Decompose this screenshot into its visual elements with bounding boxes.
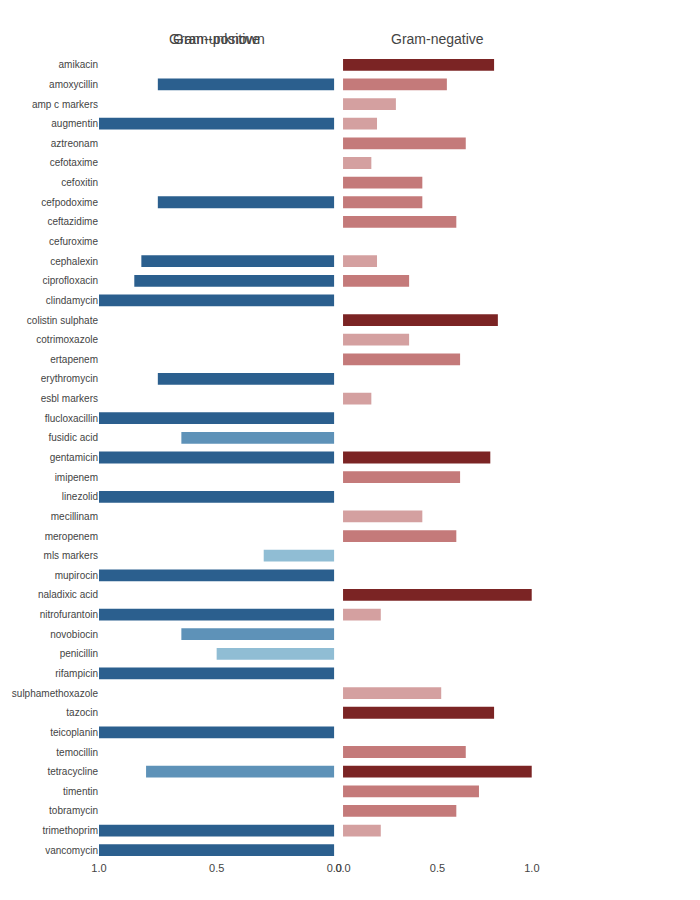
svg-text:tazocin: tazocin — [66, 707, 98, 718]
svg-text:mls markers: mls markers — [44, 550, 98, 561]
svg-text:amoxycillin: amoxycillin — [49, 79, 98, 90]
svg-text:cefoxitin: cefoxitin — [61, 177, 98, 188]
svg-text:0.0: 0.0 — [327, 862, 342, 874]
svg-text:ceftazidime: ceftazidime — [47, 216, 98, 227]
svg-text:ertapenem: ertapenem — [50, 354, 98, 365]
svg-text:mupirocin: mupirocin — [55, 570, 98, 581]
svg-text:erythromycin: erythromycin — [41, 373, 98, 384]
svg-text:cephalexin: cephalexin — [50, 256, 98, 267]
svg-text:colistin sulphate: colistin sulphate — [27, 315, 99, 326]
svg-text:flucloxacillin: flucloxacillin — [45, 413, 98, 424]
svg-text:0.5: 0.5 — [430, 862, 445, 874]
svg-text:aztreonam: aztreonam — [51, 138, 98, 149]
svg-text:augmentin: augmentin — [51, 118, 98, 129]
svg-text:temocillin: temocillin — [56, 747, 98, 758]
svg-text:sulphamethoxazole: sulphamethoxazole — [12, 688, 99, 699]
svg-text:Gram-negative: Gram-negative — [391, 31, 484, 47]
svg-text:0.5: 0.5 — [209, 862, 224, 874]
svg-text:fusidic acid: fusidic acid — [49, 432, 98, 443]
svg-text:amp c markers: amp c markers — [32, 99, 98, 110]
svg-text:mecillinam: mecillinam — [51, 511, 98, 522]
svg-text:0.0: 0.0 — [335, 862, 350, 874]
svg-text:meropenem: meropenem — [45, 531, 98, 542]
svg-text:novobiocin: novobiocin — [50, 629, 98, 640]
svg-text:1.0: 1.0 — [91, 862, 106, 874]
svg-text:1.0: 1.0 — [524, 862, 539, 874]
svg-text:cotrimoxazole: cotrimoxazole — [36, 334, 98, 345]
svg-text:Gram-unknown: Gram-unknown — [169, 31, 265, 47]
svg-text:rifampicin: rifampicin — [55, 668, 98, 679]
svg-text:linezolid: linezolid — [62, 491, 98, 502]
svg-text:esbl markers: esbl markers — [41, 393, 98, 404]
svg-text:teicoplanin: teicoplanin — [50, 727, 98, 738]
svg-text:tobramycin: tobramycin — [49, 805, 98, 816]
svg-text:clindamycin: clindamycin — [46, 295, 98, 306]
svg-text:imipenem: imipenem — [55, 472, 98, 483]
svg-text:cefuroxime: cefuroxime — [49, 236, 98, 247]
svg-text:penicillin: penicillin — [60, 648, 98, 659]
svg-text:Gram-positive: Gram-positive — [173, 31, 260, 47]
svg-text:cefotaxime: cefotaxime — [50, 157, 99, 168]
svg-text:gentamicin: gentamicin — [50, 452, 98, 463]
svg-text:trimethoprim: trimethoprim — [42, 825, 98, 836]
svg-text:vancomycin: vancomycin — [45, 845, 98, 856]
svg-text:ciprofloxacin: ciprofloxacin — [42, 275, 98, 286]
svg-text:amikacin: amikacin — [59, 59, 98, 70]
svg-text:naladixic acid: naladixic acid — [38, 589, 98, 600]
svg-text:tetracycline: tetracycline — [47, 766, 98, 777]
svg-text:nitrofurantoin: nitrofurantoin — [40, 609, 98, 620]
svg-text:timentin: timentin — [63, 786, 98, 797]
svg-text:cefpodoxime: cefpodoxime — [41, 197, 98, 208]
